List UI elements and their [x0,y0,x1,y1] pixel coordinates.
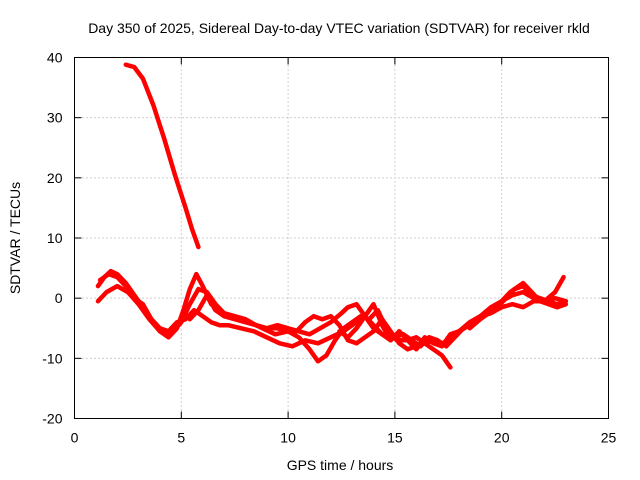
x-tick-labels: 0 5 10 15 20 25 [71,430,617,446]
chart-title: Day 350 of 2025, Sidereal Day-to-day VTE… [88,20,590,36]
x-tick-label: 25 [601,430,617,446]
y-tick-label: 10 [47,230,63,246]
series-line-track-1 [123,62,201,250]
x-tick-label: 20 [494,430,510,446]
x-tick-label: 0 [71,430,79,446]
series-line-track-9 [467,280,569,331]
axis-ticks [74,57,609,419]
y-tick-label: -10 [42,350,62,366]
series-line-track-4 [97,271,393,349]
x-tick-label: 5 [177,430,185,446]
y-tick-labels: -20 -10 0 10 20 30 40 [42,50,62,427]
series-line-track-3 [95,283,372,364]
y-axis-label: SDTVAR / TECUs [7,182,23,294]
y-tick-label: 0 [55,290,63,306]
x-tick-label: 10 [280,430,296,446]
grid-lines [74,57,609,419]
x-axis-label: GPS time / hours [287,457,394,473]
y-tick-label: -20 [42,411,62,427]
series-line-track-7 [337,274,566,352]
data-series [95,62,569,370]
y-tick-label: 40 [47,50,63,66]
y-tick-label: 20 [47,170,63,186]
x-tick-label: 15 [387,430,403,446]
series-line-track-5 [187,292,453,370]
y-tick-label: 30 [47,110,63,126]
